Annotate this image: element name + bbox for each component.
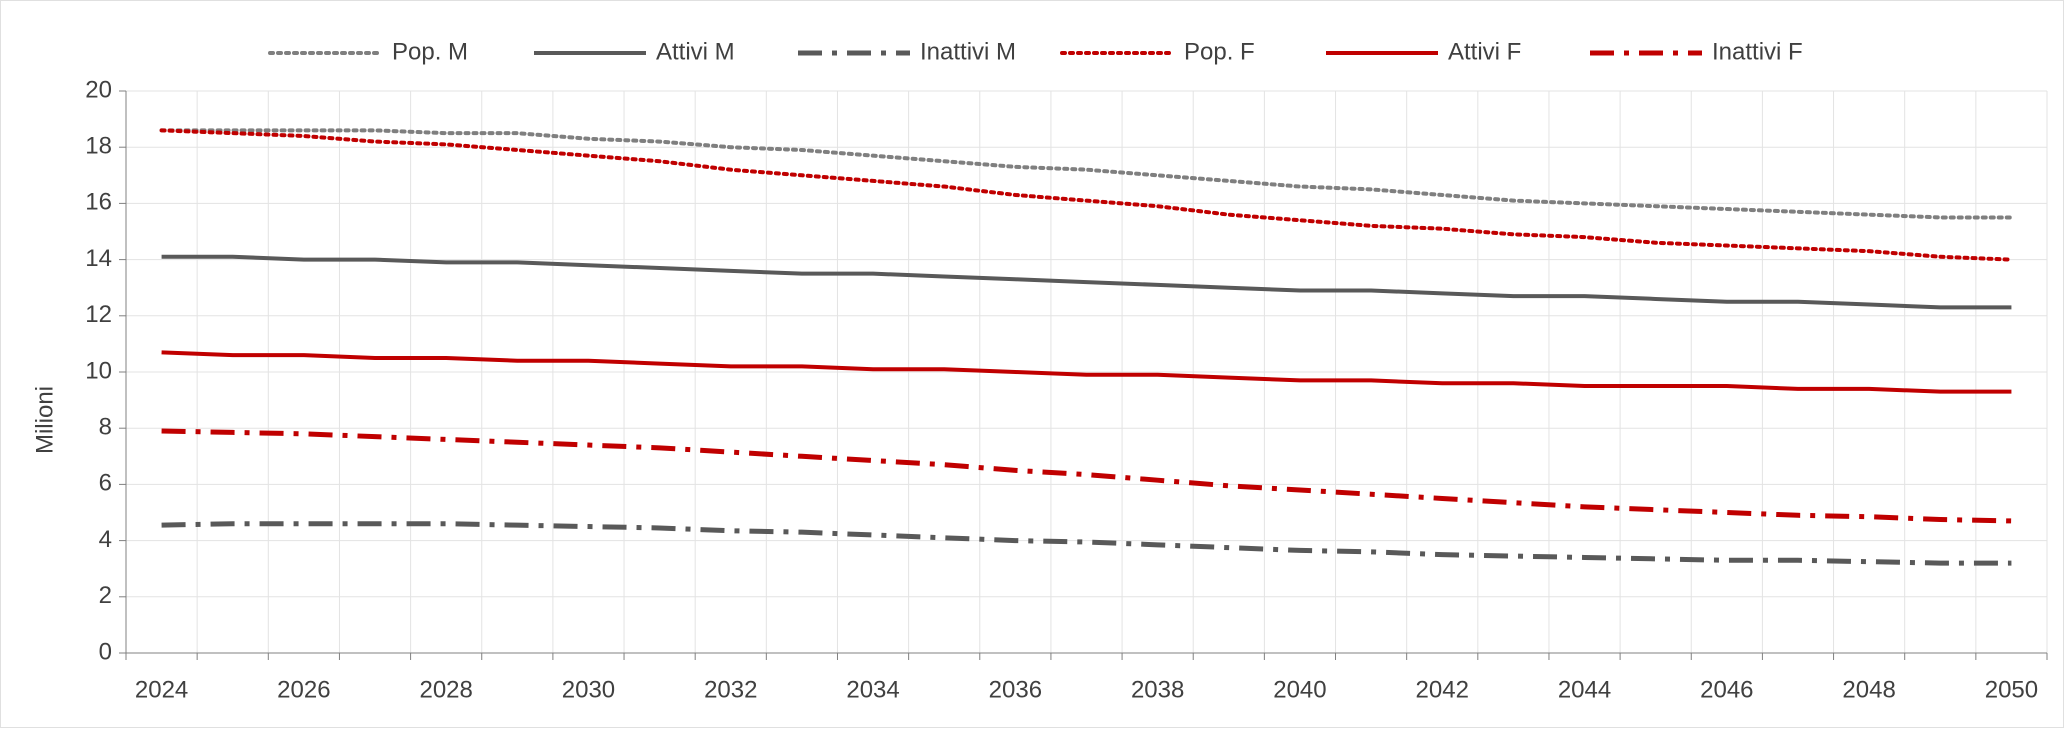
series-line [161,521,2012,566]
x-tick-label: 2032 [704,676,757,703]
legend-label: Attivi M [656,38,735,65]
legend-label: Pop. M [392,38,468,65]
x-tick-label: 2042 [1416,676,1469,703]
x-tick-label: 2028 [419,676,472,703]
legend-label: Inattivi M [920,38,1016,65]
series-line [159,128,2014,220]
x-tick-label: 2024 [135,676,188,703]
legend-label: Pop. F [1184,38,1255,65]
y-tick-label: 8 [99,414,112,441]
x-tick-label: 2050 [1985,676,2038,703]
y-tick-label: 0 [99,638,112,665]
y-tick-label: 16 [85,189,112,216]
y-tick-label: 2 [99,582,112,609]
y-tick-label: 18 [85,133,112,160]
x-tick-label: 2044 [1558,676,1611,703]
y-tick-label: 4 [99,526,112,553]
series-line [161,350,2012,394]
legend-label: Inattivi F [1712,38,1803,65]
x-tick-label: 2048 [1842,676,1895,703]
x-tick-label: 2034 [846,676,899,703]
x-tick-label: 2026 [277,676,330,703]
x-tick-label: 2030 [562,676,615,703]
x-tick-label: 2046 [1700,676,1753,703]
series-line [161,254,2012,310]
y-tick-label: 10 [85,357,112,384]
y-tick-label: 6 [99,470,112,497]
y-tick-label: 14 [85,245,112,272]
legend-label: Attivi F [1448,38,1521,65]
series-line [159,128,2014,262]
y-axis-label: Milioni [31,386,58,454]
x-tick-label: 2038 [1131,676,1184,703]
x-tick-label: 2036 [989,676,1042,703]
y-tick-label: 12 [85,301,112,328]
series-line [161,428,2012,524]
y-tick-label: 20 [85,76,112,103]
x-tick-label: 2040 [1273,676,1326,703]
